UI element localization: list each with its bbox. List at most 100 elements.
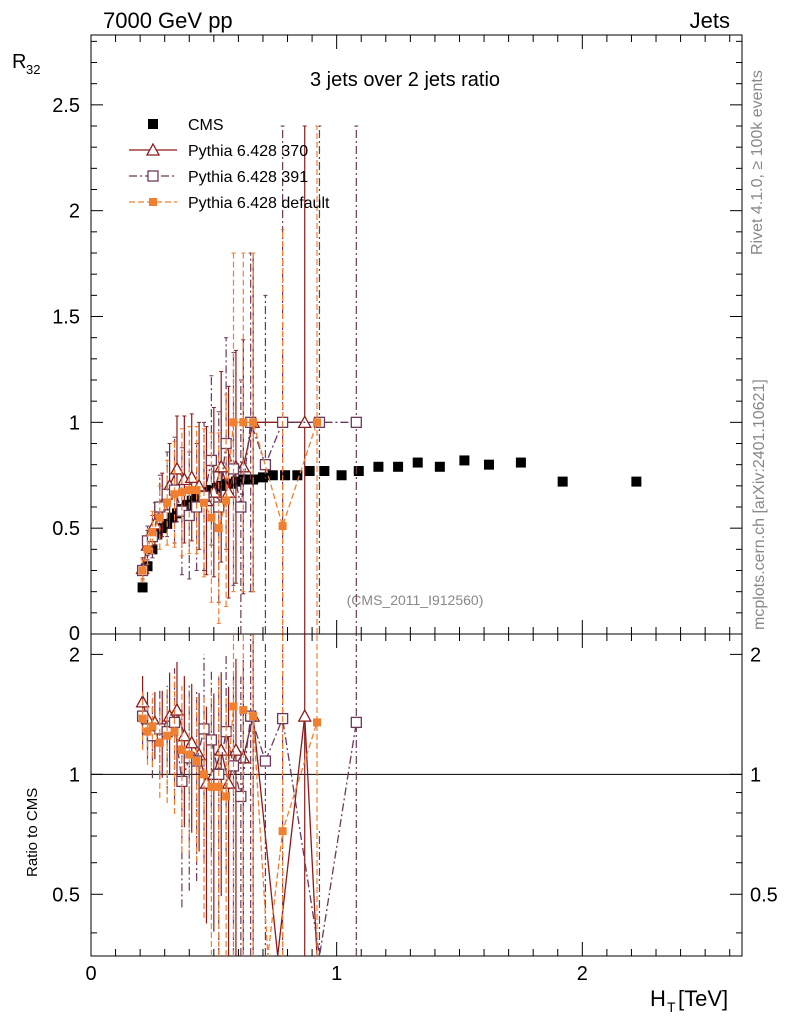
ratio-point xyxy=(214,742,229,756)
ratio-point xyxy=(177,746,186,755)
data-point xyxy=(350,416,362,428)
data-point xyxy=(483,459,494,470)
data-point xyxy=(249,418,258,427)
ratio-panel: 0.5 0.5 1 1 2 2 0 1 2 Ratio to CMS xyxy=(24,633,778,985)
data-point xyxy=(235,501,247,513)
data-point xyxy=(434,461,445,472)
x-tick-label: 0 xyxy=(85,963,96,985)
ratio-series-1 xyxy=(136,634,362,957)
data-point xyxy=(192,486,201,495)
data-point xyxy=(631,476,642,487)
ratio-point xyxy=(148,722,157,731)
data-point xyxy=(373,461,384,472)
y-tick-label: 0.5 xyxy=(52,518,80,540)
data-point xyxy=(515,457,526,468)
data-point xyxy=(138,566,147,575)
ratio-y-tick-label-right: 0.5 xyxy=(750,884,778,906)
ratio-y-tick-label: 2 xyxy=(69,644,80,666)
ratio-point xyxy=(259,755,272,767)
legend-entry-1: Pythia 6.428 370 xyxy=(129,142,308,160)
y-tick-label: 2 xyxy=(69,201,80,223)
data-point xyxy=(239,418,248,427)
svg-text:32: 32 xyxy=(26,62,40,77)
data-point xyxy=(336,470,347,481)
svg-text:[TeV]: [TeV] xyxy=(678,986,728,1011)
data-point xyxy=(459,455,470,466)
ratio-point xyxy=(207,782,216,791)
ratio-point xyxy=(350,716,362,729)
y-tick-label: 1 xyxy=(69,412,80,434)
x-tick-label: 2 xyxy=(577,963,588,985)
data-point xyxy=(184,470,199,484)
y-tick-label: 2.5 xyxy=(52,95,80,117)
ratio-axis-title: Ratio to CMS xyxy=(24,788,41,877)
ratio-y-tick-label: 0.5 xyxy=(52,884,80,906)
legend-entry-2: Pythia 6.428 391 xyxy=(129,169,308,186)
data-point xyxy=(207,513,216,522)
data-point xyxy=(319,466,330,477)
header-left: 7000 GeV pp xyxy=(103,8,233,33)
data-point xyxy=(143,545,152,554)
svg-text:R: R xyxy=(12,51,26,73)
data-point xyxy=(177,488,186,497)
legend-label: Pythia 6.428 default xyxy=(188,195,330,212)
ratio-y-tick-label: 1 xyxy=(69,764,80,786)
header-right: Jets xyxy=(690,8,730,33)
y-axis-title: R 32 xyxy=(12,51,40,77)
legend-marker xyxy=(148,119,158,129)
legend-marker xyxy=(147,170,159,182)
ratio-point xyxy=(278,827,287,836)
ratio-point xyxy=(185,750,194,759)
data-point xyxy=(278,522,287,531)
ratio-point xyxy=(228,742,244,756)
ratio-point xyxy=(200,770,209,779)
legend-label: Pythia 6.428 391 xyxy=(188,169,308,186)
ratio-point xyxy=(169,702,185,716)
data-point xyxy=(170,490,179,499)
data-point xyxy=(214,524,223,533)
legend-marker xyxy=(145,142,161,156)
y-tick-label-zero: 0 xyxy=(69,623,80,645)
data-point xyxy=(280,470,291,481)
data-point xyxy=(229,418,238,427)
data-point xyxy=(163,498,172,507)
ratio-y-tick-label-right: 1 xyxy=(750,764,761,786)
data-point xyxy=(267,470,278,481)
data-point xyxy=(137,582,148,593)
ratio-point xyxy=(222,792,231,801)
ratio-point xyxy=(163,731,172,740)
legend-entry-0: CMS xyxy=(148,117,224,134)
legend-entry-3: Pythia 6.428 default xyxy=(129,195,330,212)
series-line xyxy=(141,421,318,571)
legend: CMS Pythia 6.428 370 Pythia 6.428 391 Pythi… xyxy=(129,117,330,212)
rivet-version-label: Rivet 4.1.0, ≥ 100k events xyxy=(749,70,766,255)
series-3 xyxy=(138,125,322,634)
chart-title: 3 jets over 2 jets ratio xyxy=(310,69,500,91)
ratio-panel-frame xyxy=(90,633,743,957)
data-point xyxy=(259,459,272,471)
ratio-line xyxy=(141,701,318,957)
data-point xyxy=(222,496,231,505)
ratio-point xyxy=(249,712,258,721)
x-tick-label: 1 xyxy=(331,963,342,985)
ratio-point xyxy=(214,782,223,791)
data-point xyxy=(557,476,568,487)
ratio-point xyxy=(235,790,247,803)
data-point xyxy=(148,528,157,537)
data-point xyxy=(412,457,423,468)
ratio-point xyxy=(313,718,322,727)
x-axis-title: H T [TeV] xyxy=(650,986,728,1015)
ratio-y-tick-label-right: 2 xyxy=(750,644,761,666)
legend-label: Pythia 6.428 370 xyxy=(188,143,308,160)
ratio-point xyxy=(297,708,312,722)
data-point xyxy=(313,418,322,427)
legend-label: CMS xyxy=(188,117,224,134)
main-panel: 0.5 1 1.5 2 2.5 0 3 jets over 2 jets ratio (C… xyxy=(12,34,743,645)
data-point xyxy=(393,461,404,472)
ratio-point xyxy=(143,727,152,736)
legend-marker xyxy=(149,198,157,206)
ratio-series-2 xyxy=(138,634,322,957)
ratio-point xyxy=(138,714,147,723)
data-point xyxy=(353,466,364,477)
